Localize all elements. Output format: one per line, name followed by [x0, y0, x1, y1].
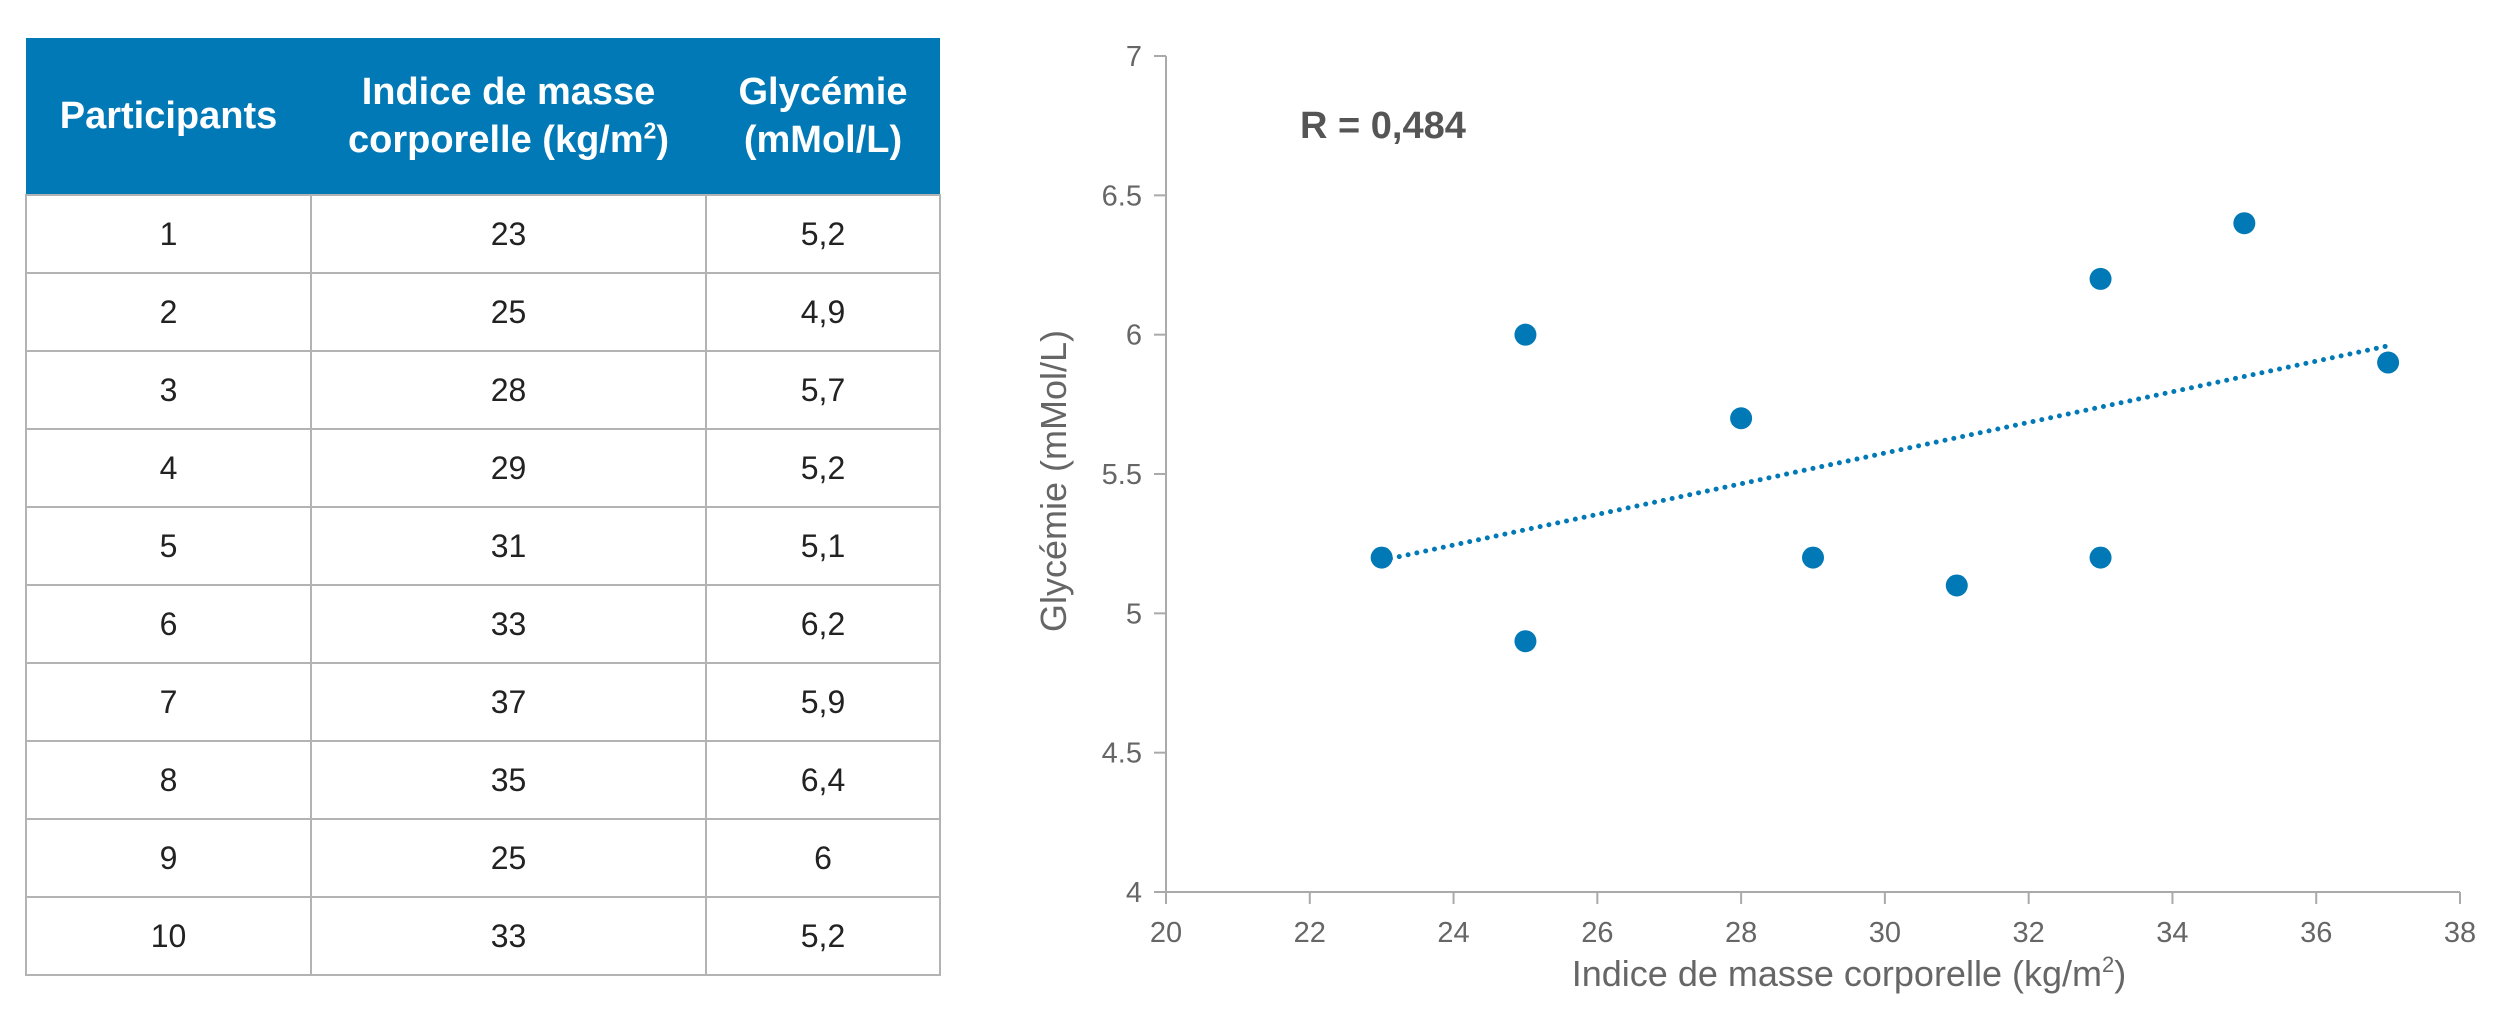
participant-cell: 4 — [25, 428, 312, 508]
y-tick-label: 4 — [1126, 877, 1142, 909]
participant-cell: 3 — [25, 350, 312, 430]
data-point — [2089, 546, 2112, 569]
bmi-cell: 29 — [310, 428, 707, 508]
participant-cell: 5 — [25, 506, 312, 586]
table-row: 7 37 5,9 — [25, 662, 941, 742]
data-point — [1370, 546, 1393, 569]
bmi-cell: 31 — [310, 506, 707, 586]
bmi-cell: 33 — [310, 584, 707, 664]
glucose-cell: 5,7 — [705, 350, 941, 430]
x-tick-label: 30 — [1869, 917, 1901, 949]
bmi-cell: 28 — [310, 350, 707, 430]
data-point — [1514, 323, 1537, 346]
table-row: 5 31 5,1 — [25, 506, 941, 586]
glucose-cell: 6,4 — [705, 740, 941, 820]
bmi-cell: 25 — [310, 272, 707, 352]
data-point — [1945, 574, 1968, 597]
y-tick-label: 6 — [1126, 320, 1142, 352]
header-glucose: Glycémie (mMol/L) — [706, 38, 940, 195]
glucose-cell: 5,1 — [705, 506, 941, 586]
glucose-cell: 5,2 — [705, 896, 941, 976]
participant-cell: 9 — [25, 818, 312, 898]
axes — [1154, 55, 2461, 904]
y-tick-label: 7 — [1126, 41, 1142, 73]
bmi-cell: 35 — [310, 740, 707, 820]
data-point — [1514, 630, 1537, 653]
bmi-cell: 37 — [310, 662, 707, 742]
trendline-group — [1379, 343, 2391, 563]
table-row: 4 29 5,2 — [25, 428, 941, 508]
bmi-cell: 23 — [310, 194, 707, 274]
x-tick-label: 24 — [1437, 917, 1469, 949]
x-axis-label-close: ) — [2114, 953, 2126, 994]
data-point — [2377, 351, 2400, 374]
table-row: 3 28 5,7 — [25, 350, 941, 430]
x-tick-label: 34 — [2156, 917, 2188, 949]
x-tick-label: 22 — [1294, 917, 1326, 949]
participant-cell: 7 — [25, 662, 312, 742]
header-bmi-sup: 2 — [643, 117, 657, 144]
scatter-chart: 4 4.5 5 5.5 6 6.5 7 20 22 24 26 28 30 32 34 36 38 R = 0,… — [1000, 0, 2500, 1028]
data-point — [2233, 212, 2256, 235]
glucose-cell: 6 — [705, 818, 941, 898]
participant-cell: 10 — [25, 896, 312, 976]
x-tick-label: 26 — [1581, 917, 1613, 949]
table-row: 10 33 5,2 — [25, 896, 941, 976]
data-table: Participants Indice de masse corporelle … — [25, 38, 941, 976]
participant-cell: 1 — [25, 194, 312, 274]
glucose-cell: 5,2 — [705, 194, 941, 274]
header-bmi-close: ) — [656, 119, 669, 161]
tick-labels: 4 4.5 5 5.5 6 6.5 7 20 22 24 26 28 30 32 34 36 38 — [1102, 41, 2476, 949]
y-tick-label: 5 — [1126, 598, 1142, 630]
x-axis-label: Indice de masse corporelle (kg/m2) — [1572, 952, 2126, 994]
table-row: 2 25 4,9 — [25, 272, 941, 352]
bmi-cell: 25 — [310, 818, 707, 898]
participant-cell: 2 — [25, 272, 312, 352]
trendline — [1379, 343, 2391, 563]
header-participants: Participants — [26, 38, 311, 195]
header-bmi: Indice de masse corporelle (kg/m2) — [311, 38, 706, 195]
table-row: 6 33 6,2 — [25, 584, 941, 664]
table-row: 1 23 5,2 — [25, 194, 941, 274]
y-axis-label: Glycémie (mMol/L) — [1033, 330, 1074, 632]
x-tick-label: 38 — [2444, 917, 2476, 949]
data-point — [1802, 546, 1824, 569]
glucose-cell: 5,2 — [705, 428, 941, 508]
header-glucose-line1: Glycémie — [738, 71, 908, 113]
scatter-chart-svg: 4 4.5 5 5.5 6 6.5 7 20 22 24 26 28 30 32 34 36 38 R = 0,… — [1033, 41, 2476, 994]
x-axis-label-sup: 2 — [2102, 952, 2114, 977]
y-tick-label: 4.5 — [1102, 738, 1142, 770]
glucose-cell: 4,9 — [705, 272, 941, 352]
glucose-cell: 5,9 — [705, 662, 941, 742]
table-row: 9 25 6 — [25, 818, 941, 898]
header-bmi-line2: corporelle (kg/m — [348, 119, 644, 161]
correlation-annotation: R = 0,484 — [1300, 105, 1466, 147]
participant-cell: 8 — [25, 740, 312, 820]
data-point — [2089, 267, 2112, 290]
x-axis-label-text: Indice de masse corporelle (kg/m — [1572, 953, 2102, 994]
participant-cell: 6 — [25, 584, 312, 664]
header-glucose-line2: (mMol/L) — [743, 119, 903, 161]
table-header-row: Participants Indice de masse corporelle … — [26, 38, 940, 195]
x-tick-label: 32 — [2013, 917, 2045, 949]
glucose-cell: 6,2 — [705, 584, 941, 664]
header-bmi-line1: Indice de masse — [361, 71, 656, 113]
data-points — [1370, 212, 2400, 653]
x-tick-label: 20 — [1150, 917, 1182, 949]
data-point — [1730, 407, 1753, 430]
y-tick-label: 5.5 — [1102, 459, 1142, 491]
x-tick-label: 28 — [1725, 917, 1757, 949]
bmi-cell: 33 — [310, 896, 707, 976]
y-tick-label: 6.5 — [1102, 180, 1142, 212]
header-participants-label: Participants — [59, 95, 278, 137]
table-row: 8 35 6,4 — [25, 740, 941, 820]
x-tick-label: 36 — [2300, 917, 2332, 949]
